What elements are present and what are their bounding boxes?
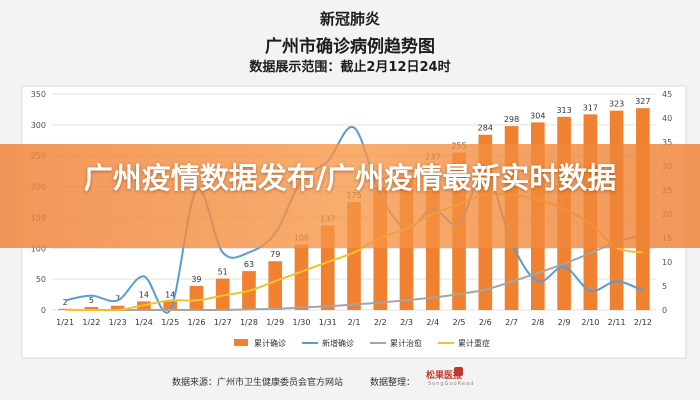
x-tick-label: 1/27 — [214, 318, 232, 327]
y2-tick-label: 0 — [662, 306, 667, 315]
data-label: 317 — [583, 103, 598, 112]
x-tick-label: 1/26 — [187, 318, 205, 327]
y2-tick-label: 45 — [662, 90, 672, 99]
logo-subtext: SongGuoRead — [428, 381, 475, 387]
data-label: 304 — [530, 111, 545, 120]
x-tick-label: 2/9 — [558, 318, 571, 327]
x-tick-label: 1/31 — [319, 318, 337, 327]
x-tick-label: 1/29 — [266, 318, 284, 327]
data-label: 63 — [244, 260, 254, 269]
x-tick-label: 2/12 — [634, 318, 652, 327]
legend-swatch — [234, 339, 248, 346]
y2-tick-label: 10 — [662, 258, 672, 267]
chart-title-line2: 广州市确诊病例趋势图 — [265, 37, 435, 57]
y-tick-label: 300 — [31, 121, 46, 130]
data-label: 39 — [191, 275, 201, 284]
data-organizer-label: 数据整理： — [370, 378, 416, 388]
x-tick-label: 2/6 — [479, 318, 492, 327]
y2-tick-label: 5 — [662, 282, 667, 291]
chart-date-range: 数据展示范围：截止2月12日24时 — [249, 60, 451, 75]
logo-text: 松果医报 — [426, 371, 463, 381]
y-tick-label: 100 — [31, 244, 46, 253]
banner-overlay — [0, 144, 700, 248]
bar — [294, 244, 309, 310]
x-tick-label: 1/24 — [135, 318, 153, 327]
legend: 累计确诊 新增确诊 累计治愈 累计重症 — [234, 338, 490, 348]
x-tick-label: 2/1 — [348, 318, 361, 327]
x-tick-label: 1/28 — [240, 318, 258, 327]
x-tick-label: 1/25 — [161, 318, 179, 327]
data-label: 327 — [635, 97, 650, 106]
bar — [215, 278, 230, 310]
data-label: 51 — [218, 268, 228, 277]
data-label: 2 — [63, 298, 68, 307]
x-tick-label: 1/22 — [82, 318, 100, 327]
data-label: 5 — [89, 296, 94, 305]
logo-icon — [454, 367, 463, 376]
x-tick-label: 2/11 — [608, 318, 626, 327]
data-source: 数据来源：广州市卫生健康委员会官方网站 — [172, 378, 344, 388]
series-new-confirmed-line — [64, 126, 644, 314]
legend-label: 累计重症 — [458, 338, 490, 348]
x-tick-label: 2/10 — [581, 318, 599, 327]
y-tick-label: 0 — [41, 306, 46, 315]
banner-text: 广州疫情数据发布/广州疫情最新实时数据 — [83, 161, 617, 195]
data-label: 14 — [139, 290, 149, 299]
data-label: 14 — [165, 290, 175, 299]
legend-label: 新增确诊 — [322, 338, 354, 348]
bar — [189, 285, 204, 310]
bar — [84, 306, 99, 310]
songguo-logo: 松果医报 SongGuoRead — [426, 366, 488, 388]
y2-tick-label: 35 — [662, 138, 672, 147]
x-tick-label: 2/4 — [426, 318, 439, 327]
x-tick-label: 2/3 — [400, 318, 413, 327]
chart-title-line1: 新冠肺炎 — [319, 10, 380, 28]
x-tick-label: 2/7 — [505, 318, 518, 327]
bar — [110, 305, 125, 310]
bar — [268, 261, 283, 310]
y2-tick-label: 40 — [662, 114, 672, 123]
data-label: 323 — [609, 100, 624, 109]
data-label: 298 — [504, 115, 519, 124]
y-tick-label: 350 — [31, 90, 46, 99]
data-label: 313 — [556, 106, 571, 115]
data-label: 284 — [478, 124, 493, 133]
x-tick-label: 1/30 — [292, 318, 310, 327]
x-tick-label: 1/23 — [109, 318, 127, 327]
data-label: 7 — [115, 295, 120, 304]
x-tick-label: 1/21 — [56, 318, 74, 327]
y-tick-label: 50 — [36, 275, 46, 284]
legend-label: 累计治愈 — [390, 338, 422, 348]
bar — [163, 301, 178, 310]
legend-label: 累计确诊 — [254, 338, 286, 348]
x-tick-label: 2/2 — [374, 318, 387, 327]
x-tick-label: 2/5 — [453, 318, 466, 327]
data-label: 79 — [270, 250, 280, 259]
x-tick-label: 2/8 — [531, 318, 544, 327]
series-cured-line — [65, 233, 644, 312]
